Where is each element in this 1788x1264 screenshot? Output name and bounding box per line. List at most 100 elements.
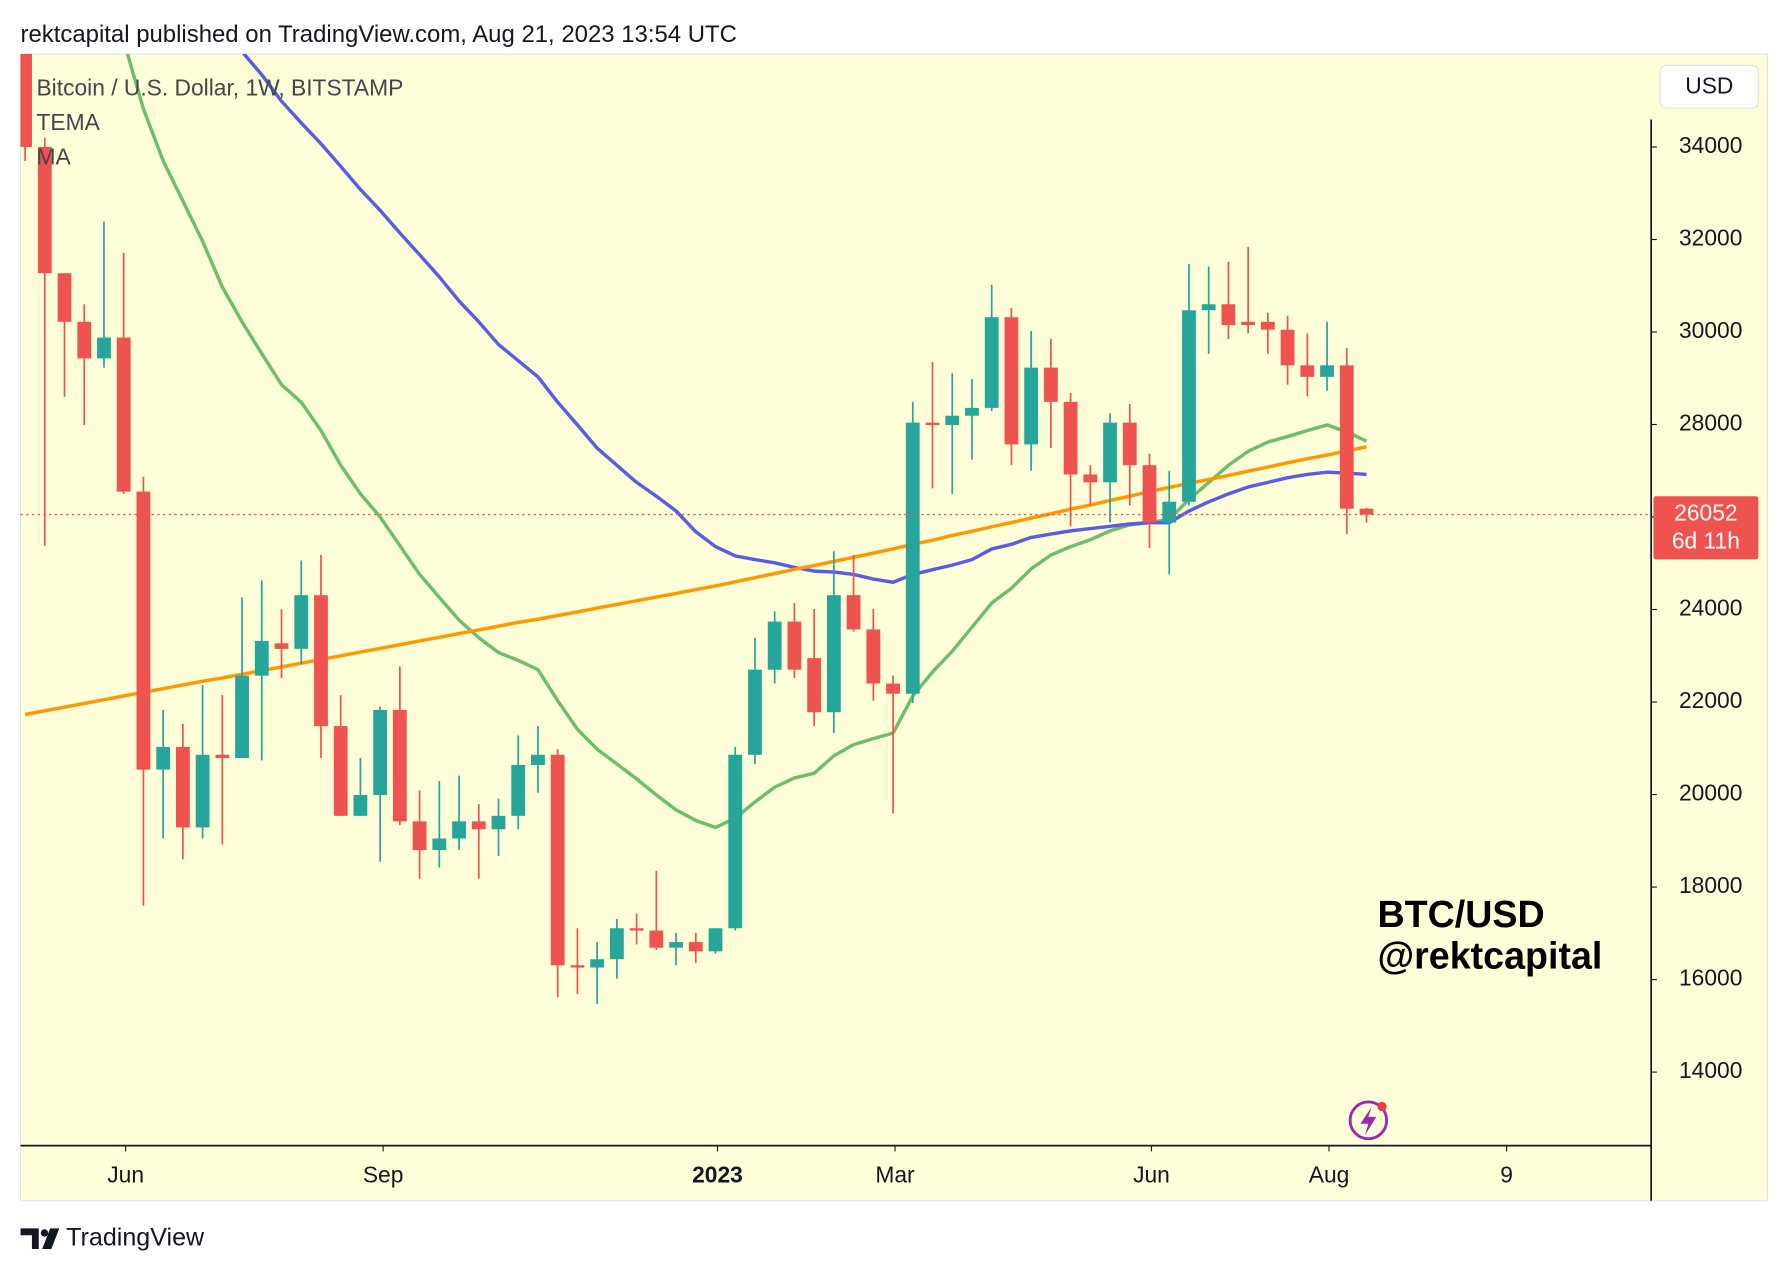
x-tick-label: Jun	[1133, 1162, 1170, 1188]
candle-body	[1043, 367, 1058, 402]
legend-tema: TEMA	[36, 109, 100, 135]
x-tick-label: Aug	[1309, 1162, 1350, 1188]
plot-area	[20, 54, 1652, 1005]
candle-body	[1162, 501, 1177, 523]
candle-body	[925, 422, 940, 425]
candle-body	[609, 928, 624, 960]
annotation-pair: BTC/USD	[1377, 894, 1544, 936]
candle-body	[373, 709, 388, 796]
candle-body	[57, 273, 72, 322]
x-tick-label: Mar	[875, 1162, 915, 1188]
candle-body	[116, 337, 131, 492]
candle-body	[531, 754, 545, 765]
candle-body	[333, 726, 348, 816]
candle-body	[37, 146, 52, 274]
candle-body	[1300, 365, 1315, 377]
candle-body	[195, 754, 210, 828]
candle-body	[629, 928, 644, 931]
candle-body	[728, 754, 743, 929]
candle-body	[945, 415, 960, 425]
y-tick-label: 20000	[1679, 780, 1742, 806]
logo-dot	[40, 1229, 49, 1237]
y-tick-label: 30000	[1679, 317, 1742, 343]
candle-body	[1280, 329, 1295, 366]
candle-body	[649, 930, 664, 948]
candle-body	[1024, 367, 1039, 445]
candle-body	[965, 407, 979, 416]
currency-button[interactable]	[1659, 64, 1759, 109]
candle-body	[688, 942, 703, 952]
y-tick-label: 14000	[1679, 1057, 1742, 1083]
bar-countdown: 6d 11h	[1672, 527, 1740, 553]
candle-body	[807, 658, 822, 713]
y-tick-label: 32000	[1679, 224, 1742, 250]
y-tick-label: 28000	[1679, 410, 1742, 436]
candle-body	[274, 643, 289, 649]
candle-body	[491, 815, 506, 830]
footer-brand: TradingView	[66, 1223, 205, 1251]
candle-body	[294, 595, 309, 649]
y-tick-label: 24000	[1679, 595, 1742, 621]
y-tick-label: 22000	[1679, 687, 1742, 713]
candle-body	[1142, 465, 1157, 523]
candle-body	[452, 821, 466, 839]
candle-body	[1241, 321, 1256, 326]
legend-symbol: Bitcoin / U.S. Dollar, 1W, BITSTAMP	[36, 75, 403, 101]
candle-body	[97, 337, 111, 359]
candle-body	[1083, 474, 1098, 483]
candle-body	[1359, 508, 1374, 515]
candle-body	[767, 621, 782, 670]
candle-body	[1339, 365, 1354, 509]
candle-body	[254, 640, 269, 676]
candle-body	[570, 965, 585, 968]
candle-body	[235, 675, 249, 759]
last-price-badge	[1653, 496, 1759, 560]
x-tick-label: Sep	[363, 1162, 404, 1188]
chart-frame	[19, 53, 1769, 1202]
currency-label[interactable]: USD	[1685, 72, 1733, 98]
y-tick-label: 18000	[1679, 872, 1742, 898]
candle-body	[1122, 422, 1137, 466]
candle-body	[1320, 365, 1334, 377]
candle-body	[1260, 321, 1275, 330]
candle-body	[826, 595, 841, 713]
candle-body	[1201, 304, 1216, 311]
logo-slash	[42, 1228, 60, 1250]
candle-body	[432, 838, 447, 851]
annotation-author: @rektcapital	[1377, 935, 1602, 977]
candle-body	[1004, 317, 1019, 445]
candle-body	[708, 928, 723, 952]
candle-body	[511, 764, 526, 816]
candle-body	[1103, 422, 1117, 483]
icon-ring	[1348, 1100, 1389, 1141]
candle-body	[471, 821, 486, 830]
tv-logo	[20, 1228, 60, 1250]
logo-mark	[20, 1228, 39, 1250]
candle-body	[984, 317, 999, 408]
lightning-icon[interactable]	[1348, 1100, 1389, 1141]
candle-body	[1182, 310, 1196, 502]
overlay-line	[241, 54, 1367, 584]
candle-body	[77, 321, 92, 359]
candle-body	[136, 491, 151, 770]
icon-bolt	[1360, 1106, 1377, 1136]
candle-body	[590, 959, 605, 968]
candle-body	[1221, 304, 1236, 326]
candle-body	[353, 795, 368, 816]
candle-body	[156, 746, 171, 770]
x-tick-label: 9	[1500, 1162, 1513, 1188]
publish-header: rektcapital published on TradingView.com…	[21, 21, 737, 48]
candle-body	[215, 754, 230, 759]
candle-body	[787, 621, 802, 670]
y-tick-label: 34000	[1679, 132, 1742, 158]
candle-body	[550, 754, 565, 966]
y-tick-label: 16000	[1679, 965, 1742, 991]
candle-body	[412, 821, 427, 851]
candle-body	[1063, 401, 1078, 475]
candle-body	[20, 54, 32, 147]
candle-body	[314, 595, 328, 727]
last-price-label: 26052	[1674, 500, 1737, 526]
legend-ma: MA	[36, 144, 71, 170]
candle-body	[905, 422, 920, 694]
